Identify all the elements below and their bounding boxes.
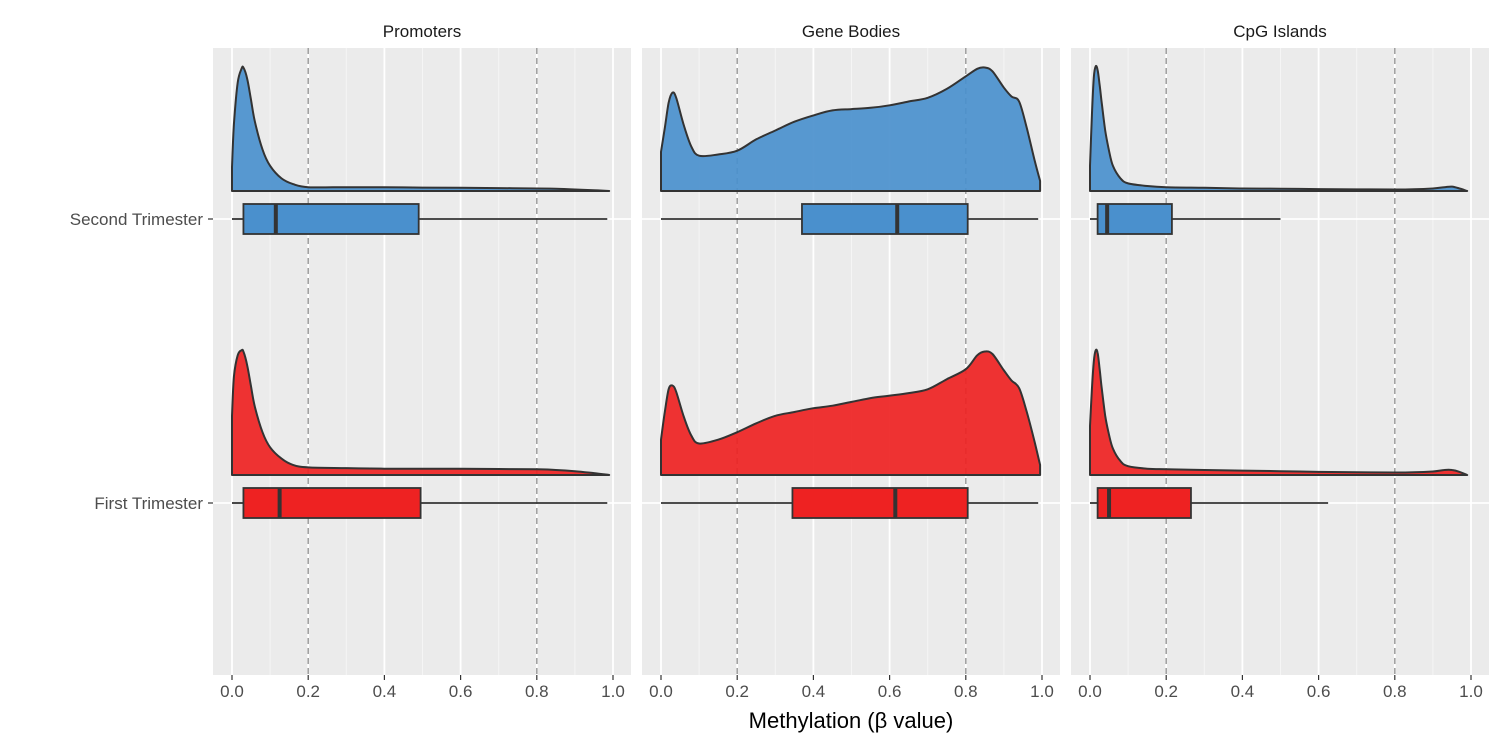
series-second-trimester xyxy=(1089,64,1469,235)
density-ridge xyxy=(231,65,611,192)
facet-panel-2: CpG Islands 0.0 0.2 0.4 0.6 0.8 1.0 xyxy=(1071,14,1489,701)
density-ridge xyxy=(231,348,611,476)
x-tick-label: 1.0 xyxy=(601,682,625,701)
box-iqr xyxy=(1096,203,1173,235)
facet-strip xyxy=(642,14,1060,48)
x-tick-label: 0.8 xyxy=(1383,682,1407,701)
x-tick-label: 0.8 xyxy=(954,682,978,701)
series-second-trimester xyxy=(660,66,1042,235)
box-iqr xyxy=(791,487,969,519)
series-first-trimester xyxy=(660,350,1042,519)
x-tick-label: 0.2 xyxy=(296,682,320,701)
box-iqr xyxy=(242,203,420,235)
facet-title: Promoters xyxy=(383,22,461,41)
x-tick-label: 0.4 xyxy=(802,682,826,701)
x-tick-label: 0.8 xyxy=(525,682,549,701)
x-tick-label: 0.4 xyxy=(373,682,397,701)
x-tick-label: 1.0 xyxy=(1459,682,1483,701)
density-ridge xyxy=(1089,64,1469,192)
x-tick-label: 0.0 xyxy=(220,682,244,701)
x-tick-label: 1.0 xyxy=(1030,682,1054,701)
x-tick-label: 0.0 xyxy=(1078,682,1102,701)
series-first-trimester xyxy=(1089,348,1469,519)
x-tick-label: 0.6 xyxy=(1307,682,1331,701)
density-ridge xyxy=(1089,348,1469,476)
facet-strip xyxy=(1071,14,1489,48)
box-iqr xyxy=(1096,487,1192,519)
density-ridge xyxy=(660,66,1042,192)
x-tick-label: 0.6 xyxy=(449,682,473,701)
y-category-label: First Trimester xyxy=(94,494,203,513)
x-axis-title: Methylation (β value) xyxy=(749,708,954,733)
x-tick-label: 0.2 xyxy=(725,682,749,701)
box-iqr xyxy=(242,487,422,519)
box-iqr xyxy=(801,203,969,235)
facet-title: CpG Islands xyxy=(1233,22,1327,41)
facet-panel-0: Promoters 0.0 0.2 0.4 0.6 0.8 1.0 xyxy=(213,14,631,701)
x-tick-label: 0.6 xyxy=(878,682,902,701)
x-tick-label: 0.4 xyxy=(1231,682,1255,701)
facet-panel-1: Gene Bodies 0.0 0.2 0.4 0.6 0.8 1.0 xyxy=(642,14,1060,701)
facet-title: Gene Bodies xyxy=(802,22,900,41)
series-first-trimester xyxy=(231,348,611,519)
density-ridge xyxy=(660,350,1042,476)
y-category-label: Second Trimester xyxy=(70,210,204,229)
x-tick-label: 0.2 xyxy=(1154,682,1178,701)
x-tick-label: 0.0 xyxy=(649,682,673,701)
facet-strip xyxy=(213,14,631,48)
series-second-trimester xyxy=(231,65,611,235)
